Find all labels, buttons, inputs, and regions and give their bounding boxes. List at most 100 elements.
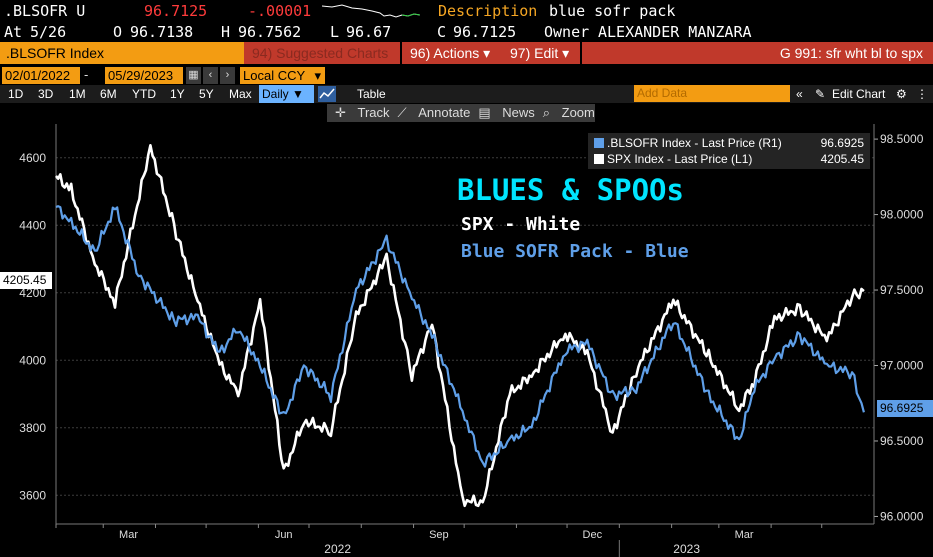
ticker-label: .BLSOFR U — [4, 2, 86, 20]
legend-swatch — [594, 138, 604, 148]
quote-header: .BLSOFR U 96.7125 -.00001 Description bl… — [0, 0, 933, 22]
axes: 3600 3800 4000 4200 4400 4600 96.0000 96.5000 97… — [19, 124, 924, 557]
prev-arrow-icon[interactable]: ‹ — [203, 67, 218, 84]
net-change: -.00001 — [248, 2, 312, 20]
gear-icon[interactable]: ⚙ — [896, 87, 907, 101]
actions-menu[interactable]: 96) Actions ▾ — [402, 42, 520, 64]
frequency-select[interactable]: Daily ▼ — [259, 85, 314, 103]
edit-label: 97) Edit — [510, 45, 559, 61]
period-ytd[interactable]: YTD — [132, 87, 156, 101]
legend-label: SPX Index - Last Price (L1) — [607, 152, 753, 166]
low-label: L — [330, 23, 340, 41]
at-label: At — [4, 23, 23, 41]
legend-value: 4205.45 — [820, 152, 864, 166]
news-tool[interactable]: ▤ News — [478, 105, 535, 120]
next-arrow-icon[interactable]: › — [220, 67, 235, 84]
high-label: H — [221, 23, 231, 41]
last-value-tag-right: 96.6925 — [877, 400, 933, 417]
edit-chart-button[interactable]: Edit Chart — [832, 87, 886, 101]
series-lines[interactable] — [54, 144, 865, 508]
description-value: blue sofr pack — [549, 2, 676, 20]
actions-label: 96) Actions — [410, 45, 480, 61]
y-tick-label-left: 4200 — [19, 286, 46, 300]
ohlc-header: At 5/26 O 96.7138 H 96.7562 L 96.67 C 96… — [0, 22, 933, 42]
caret-down-icon: ▾ — [314, 68, 321, 83]
annotation-spx: SPX - White — [461, 214, 581, 235]
chart-tools: ✛ Track ⟋ Annotate ▤ News ⌕ Zoom — [327, 104, 595, 122]
command-bar: .BLSOFR Index 94) Suggested Charts 96) A… — [0, 42, 933, 64]
track-tool[interactable]: ✛ Track — [335, 105, 390, 120]
start-date-input[interactable]: 02/01/2022 — [2, 67, 80, 84]
period-3d[interactable]: 3D — [38, 87, 54, 101]
y-tick-label-right: 97.0000 — [880, 359, 924, 373]
news-label: News — [502, 105, 535, 120]
series-line-blsofr[interactable] — [55, 205, 865, 468]
x-tick-label: Mar — [119, 529, 138, 541]
x-tick-label: Jun — [275, 529, 293, 541]
caret-down-icon: ▼ — [292, 87, 304, 101]
y-tick-label-left: 4400 — [19, 218, 46, 232]
pencil-icon[interactable]: ✎ — [815, 87, 826, 101]
y-tick-label-left: 4600 — [19, 151, 46, 165]
zoom-tool[interactable]: ⌕ Zoom — [542, 105, 595, 120]
calendar-icon[interactable]: ▦ — [186, 67, 201, 84]
end-date-input[interactable]: 05/29/2023 — [105, 67, 183, 84]
command-line[interactable]: G 991: sfr wht bl to spx — [582, 42, 933, 64]
annotate-tool[interactable]: ⟋ Annotate — [397, 105, 471, 120]
add-data-input[interactable]: Add Data — [634, 85, 790, 102]
legend-label: .BLSOFR Index - Last Price (R1) — [607, 136, 782, 150]
low-value: 96.67 — [346, 23, 392, 41]
track-label: Track — [357, 105, 390, 120]
table-button[interactable]: Table — [357, 87, 386, 101]
x-tick-label: Sep — [429, 529, 449, 541]
y-tick-label-right: 98.5000 — [880, 132, 924, 146]
suggested-charts-button[interactable]: 94) Suggested Charts — [244, 42, 400, 64]
owner-value: ALEXANDER MANZARA — [598, 23, 752, 41]
edit-menu[interactable]: 97) Edit ▾ — [502, 42, 580, 64]
description-label: Description — [438, 2, 538, 20]
currency-select[interactable]: Local CCY ▾ — [240, 67, 325, 84]
caret-down-icon: ▾ — [562, 45, 570, 61]
date-range-bar: 02/01/2022 - 05/29/2023 ▦ ‹ › Local CCY ▾ — [0, 67, 933, 85]
caret-down-icon: ▾ — [483, 45, 491, 61]
x-tick-label: Dec — [583, 529, 603, 541]
period-6m[interactable]: 6M — [100, 87, 117, 101]
date-separator: - — [84, 67, 89, 82]
owner-label: Owner — [544, 23, 590, 41]
more-icon[interactable]: ⋮ — [916, 87, 928, 101]
legend: .BLSOFR Index - Last Price (R1) 96.6925 … — [588, 133, 870, 169]
sparkline-icon — [322, 4, 420, 18]
y-tick-label-right: 97.5000 — [880, 283, 924, 297]
chart-type-icon[interactable] — [318, 86, 336, 102]
open-label: O — [113, 23, 123, 41]
y-tick-label-right: 96.0000 — [880, 509, 924, 523]
high-value: 96.7562 — [238, 23, 302, 41]
legend-swatch — [594, 154, 604, 164]
last-value-tag-left: 4205.45 — [0, 272, 52, 289]
x-year-label: 2022 — [324, 542, 351, 556]
x-year-label: 2023 — [673, 542, 700, 556]
currency-label: Local CCY — [243, 68, 306, 83]
plot-area — [56, 124, 874, 524]
x-tick-label: Mar — [735, 529, 754, 541]
frequency-label: Daily — [262, 87, 289, 101]
period-max[interactable]: Max — [229, 87, 252, 101]
security-input[interactable]: .BLSOFR Index — [0, 42, 244, 64]
period-1y[interactable]: 1Y — [170, 87, 185, 101]
period-bar: 1D 3D 1M 6M YTD 1Y 5Y Max Daily ▼ Table … — [0, 85, 933, 103]
series-line-spx[interactable] — [54, 144, 865, 508]
period-1d[interactable]: 1D — [8, 87, 24, 101]
legend-item-spx[interactable]: SPX Index - Last Price (L1) 4205.45 — [594, 151, 864, 167]
y-tick-label-right: 96.5000 — [880, 434, 924, 448]
collapse-icon[interactable]: « — [796, 87, 803, 101]
zoom-label: Zoom — [561, 105, 595, 120]
y-tick-label-left: 3800 — [19, 421, 46, 435]
legend-item-blsofr[interactable]: .BLSOFR Index - Last Price (R1) 96.6925 — [594, 135, 864, 151]
legend-value: 96.6925 — [820, 136, 864, 150]
period-5y[interactable]: 5Y — [199, 87, 214, 101]
period-1m[interactable]: 1M — [69, 87, 86, 101]
open-value: 96.7138 — [130, 23, 194, 41]
y-tick-label-right: 98.0000 — [880, 208, 924, 222]
last-price: 96.7125 — [144, 2, 208, 20]
